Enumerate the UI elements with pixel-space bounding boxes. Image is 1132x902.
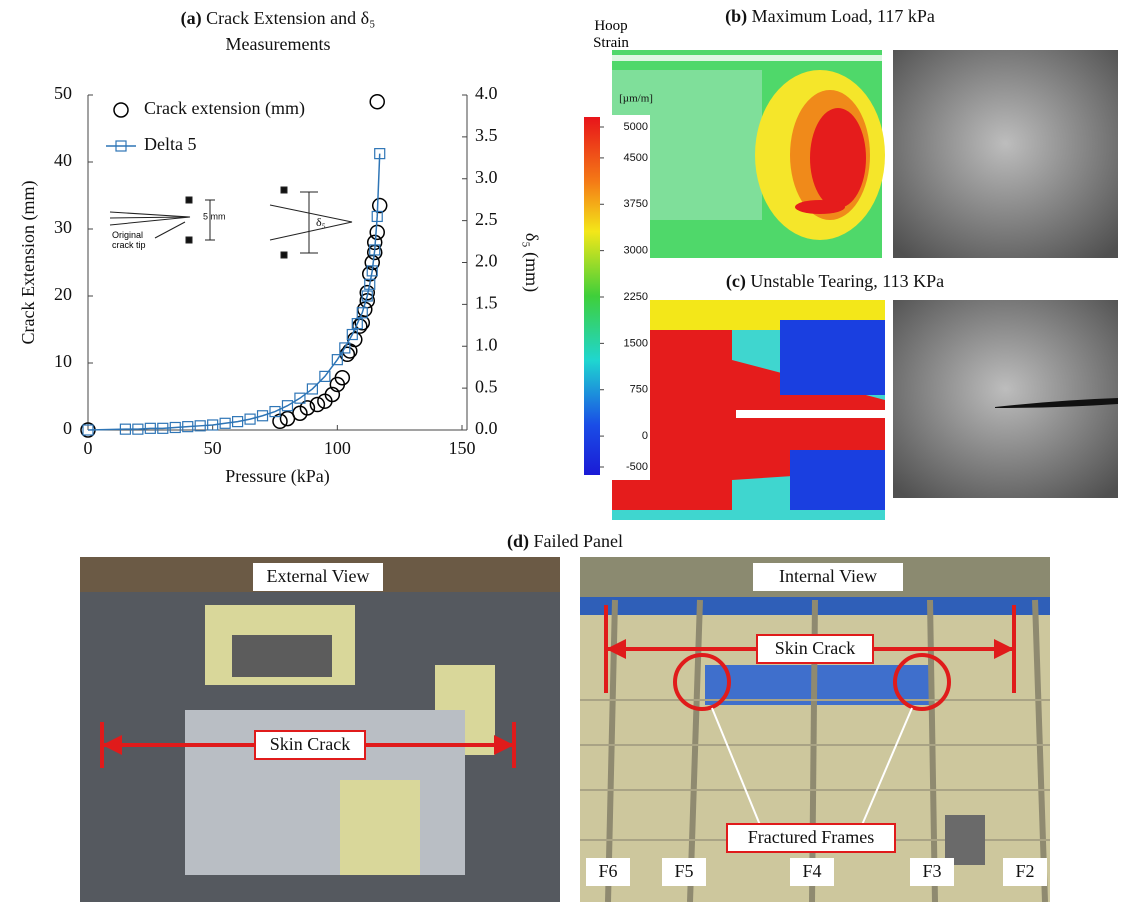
panel-label: (d)	[507, 531, 529, 552]
x-axis-label: Pressure (kPa)	[225, 466, 329, 487]
colorbar-tick-label: 5000	[624, 121, 648, 133]
frame-label: F3	[922, 861, 941, 881]
y2-tick-label: 3.5	[475, 125, 498, 145]
crack-label: Skin Crack	[775, 638, 856, 658]
chart-subtitle: Measurements	[226, 34, 331, 54]
panel-label: (a)	[181, 8, 202, 29]
frames-label: Fractured Frames	[748, 827, 874, 847]
strain-map-c	[612, 300, 885, 520]
figure: (a) Crack Extension and δ₅ Measurements …	[0, 0, 1132, 902]
y2-tick-label: 2.0	[475, 251, 498, 271]
y2-tick-label: 0.0	[475, 418, 498, 438]
y2-axis-label: δ₅ (mm)	[521, 233, 542, 292]
y2-tick-label: 3.0	[475, 167, 498, 187]
colorbar-unit: [µm/m]	[619, 93, 653, 105]
photo-c	[893, 300, 1118, 498]
legend-label: Delta 5	[144, 134, 196, 154]
colorbar	[584, 117, 600, 475]
y2-tick-label: 2.5	[475, 209, 498, 229]
data-point	[370, 95, 384, 109]
strain-map-b	[612, 50, 885, 258]
colorbar-tick-label: 3750	[624, 198, 648, 210]
x-tick-label: 50	[204, 438, 222, 458]
photo-external	[80, 557, 560, 902]
panel-title: Unstable Tearing, 113 KPa	[750, 271, 944, 291]
y-tick-label: 0	[63, 418, 72, 438]
photo-b	[893, 50, 1118, 258]
svg-text:(c) Unstable Tearing, 113 KPa: (c) Unstable Tearing, 113 KPa	[726, 271, 944, 292]
legend-marker	[114, 103, 128, 117]
x-tick-label: 0	[84, 438, 93, 458]
colorbar-tick-label: 3000	[624, 245, 648, 257]
y-tick-label: 10	[54, 351, 72, 371]
canvas: (a) Crack Extension and δ₅ Measurements …	[0, 0, 1132, 902]
panel-title: Maximum Load, 117 kPa	[752, 6, 935, 26]
y2-tick-label: 0.5	[475, 376, 498, 396]
y-tick-label: 40	[54, 150, 72, 170]
frame-label: F4	[802, 861, 821, 881]
frame-label: F5	[674, 861, 693, 881]
y-tick-label: 30	[54, 217, 72, 237]
annotation: δ₅	[316, 215, 326, 229]
annotation: Original crack tip	[112, 230, 162, 251]
svg-text:(a) Crack Extension and δ₅: (a) Crack Extension and δ₅	[181, 8, 376, 29]
chart-title: Crack Extension and δ₅	[206, 8, 375, 28]
frame-label: F2	[1015, 861, 1034, 881]
svg-text:(d) Failed Panel: (d) Failed Panel	[507, 531, 623, 552]
annotation: 5 mm	[203, 211, 226, 221]
colorbar-tick-label: 0	[642, 430, 648, 442]
y-tick-label: 20	[54, 284, 72, 304]
x-tick-label: 150	[449, 438, 476, 458]
panel-label: (b)	[725, 6, 747, 27]
panel-title: Failed Panel	[534, 531, 623, 551]
svg-text:(b) Maximum Load, 117 kPa: (b) Maximum Load, 117 kPa	[725, 6, 935, 27]
colorbar-tick-label: 2250	[624, 291, 648, 303]
colorbar-title: Hoop Strain	[584, 18, 638, 53]
y-axis-label: Crack Extension (mm)	[18, 181, 39, 345]
y2-tick-label: 1.0	[475, 334, 498, 354]
view-label: External View	[266, 566, 369, 586]
data-point	[370, 225, 384, 239]
y2-tick-label: 1.5	[475, 293, 498, 313]
panel-label: (c)	[726, 271, 746, 292]
legend-label: Crack extension (mm)	[144, 98, 305, 119]
crack-label: Skin Crack	[270, 734, 351, 754]
frame-label: F6	[598, 861, 617, 881]
colorbar-tick-label: 1500	[624, 337, 648, 349]
x-tick-label: 100	[324, 438, 351, 458]
y2-tick-label: 4.0	[475, 83, 498, 103]
colorbar-tick-label: 4500	[624, 152, 648, 164]
colorbar-tick-label: 750	[630, 384, 648, 396]
data-point	[373, 199, 387, 213]
y-tick-label: 50	[54, 83, 72, 103]
view-label: Internal View	[779, 566, 877, 586]
colorbar-tick-label: -500	[626, 461, 648, 473]
